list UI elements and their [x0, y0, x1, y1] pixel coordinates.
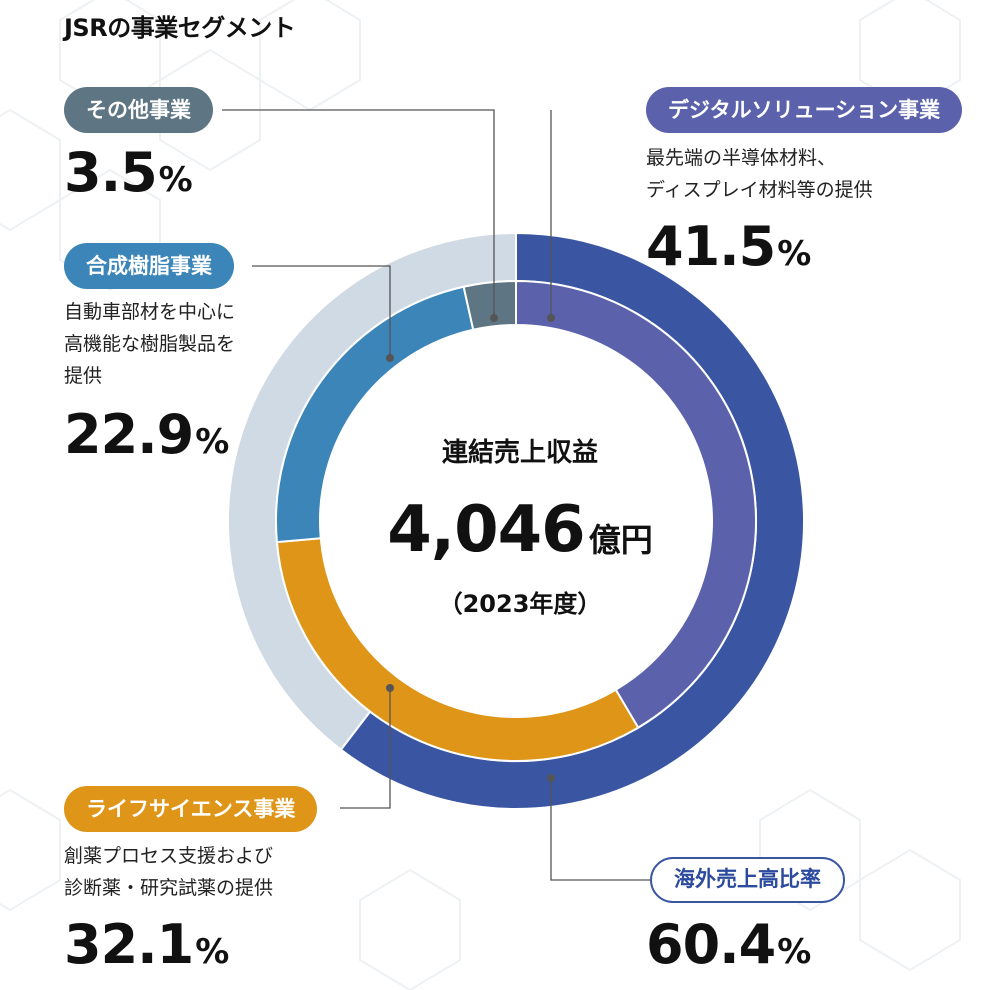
segment-arc-digital-solution: [515, 279, 757, 729]
desc-line: ディスプレイ材料等の提供: [646, 179, 873, 201]
segment-label-resin: 合成樹脂事業: [64, 243, 234, 289]
center-revenue-value: 4,046: [387, 493, 585, 567]
desc-line: 高機能な樹脂製品を: [64, 333, 236, 355]
segment-label-other: その他事業: [64, 87, 213, 133]
center-revenue-total: 4,046 億円: [330, 498, 710, 562]
percent-value: 60.4: [646, 913, 776, 976]
desc-line: 自動車部材を中心に: [64, 301, 236, 323]
center-revenue-unit: 億円: [588, 521, 653, 559]
desc-line: 創薬プロセス支援および: [64, 845, 274, 867]
segment-arc-other: [462, 279, 517, 331]
leader-dot-life: [386, 684, 394, 692]
page-title: JSRの事業セグメント: [64, 14, 296, 42]
overseas-ratio-percent: 60.4%: [646, 918, 811, 972]
leader-dot-digital: [547, 314, 555, 322]
segment-desc-resin: 自動車部材を中心に 高機能な樹脂製品を 提供: [64, 296, 235, 392]
inner-ring: [275, 279, 757, 762]
segment-label-life-science: ライフサイエンス事業: [64, 786, 318, 832]
segment-percent-resin: 22.9%: [64, 408, 229, 462]
segment-desc-digital: 最先端の半導体材料、 ディスプレイ材料等の提供: [646, 142, 873, 206]
percent-value: 22.9: [64, 403, 194, 466]
leader-line-overseas: [550, 778, 650, 881]
leader-dot-other: [490, 314, 498, 322]
center-revenue-period: （2023年度）: [438, 590, 602, 618]
leader-lines: [222, 109, 650, 881]
segment-percent-life-science: 32.1%: [64, 918, 229, 972]
percent-value: 32.1: [64, 913, 194, 976]
percent-unit: %: [158, 160, 193, 200]
leader-dots: [386, 314, 555, 782]
percent-unit: %: [195, 422, 229, 462]
leader-dot-resin: [386, 354, 394, 362]
percent-value: 3.5: [64, 141, 158, 204]
percent-unit: %: [777, 234, 811, 274]
desc-line: 提供: [64, 365, 103, 387]
percent-value: 41.5: [646, 215, 776, 278]
leader-line-other: [222, 109, 495, 318]
leader-line-life: [340, 688, 391, 809]
desc-line: 診断薬・研究試薬の提供: [64, 877, 274, 899]
segment-desc-life-science: 創薬プロセス支援および 診断薬・研究試薬の提供: [64, 840, 273, 904]
percent-unit: %: [195, 932, 229, 972]
segment-percent-digital: 41.5%: [646, 220, 811, 274]
leader-line-resin: [252, 265, 391, 358]
leader-dot-overseas: [547, 774, 555, 782]
overseas-ratio-label: 海外売上高比率: [650, 857, 845, 903]
segment-label-digital: デジタルソリューション事業: [646, 87, 963, 133]
desc-line: 最先端の半導体材料、: [646, 147, 837, 169]
center-revenue-label: 連結売上収益: [441, 438, 598, 468]
percent-unit: %: [777, 932, 811, 972]
segment-percent-other: 3.5%: [64, 146, 193, 200]
